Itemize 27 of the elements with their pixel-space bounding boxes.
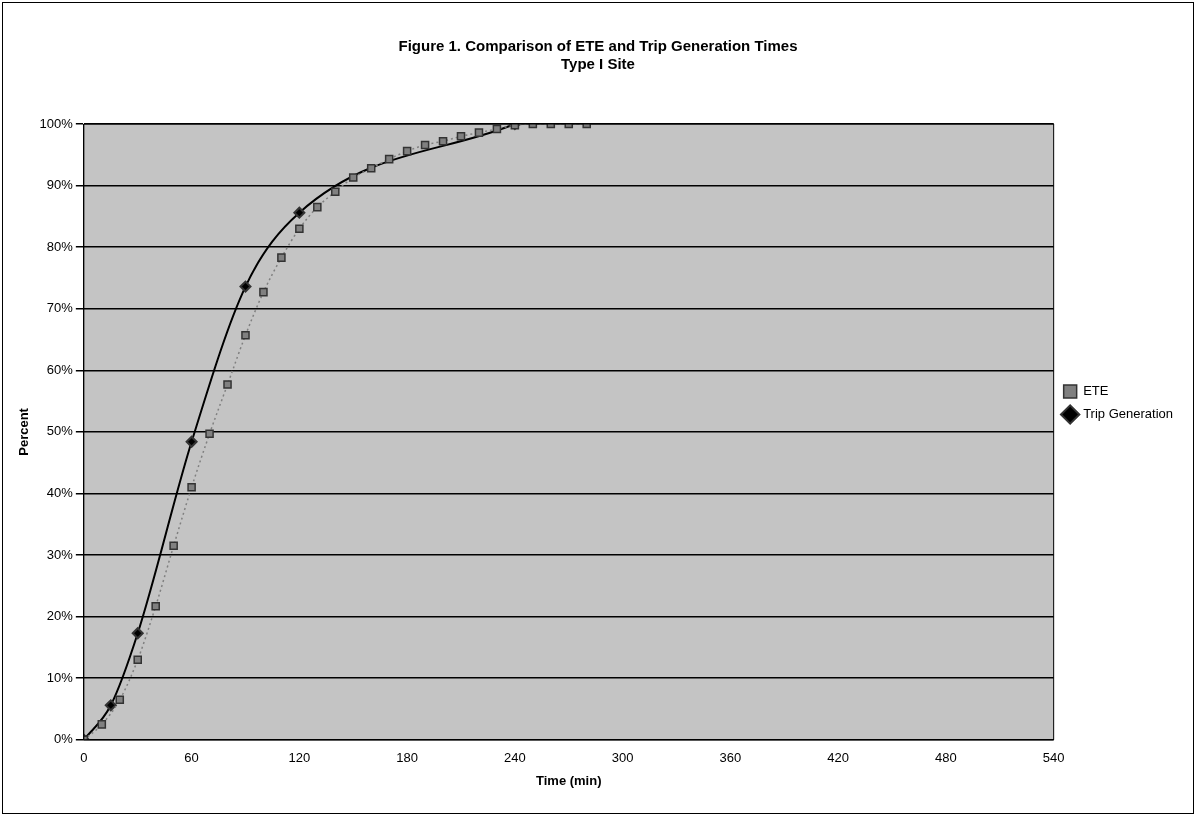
y-axis-title: Percent: [16, 407, 32, 456]
y-tick-label: 100%: [39, 115, 74, 131]
y-tick-label: 70%: [46, 300, 74, 316]
chart-subtitle: Type I Site: [561, 55, 635, 73]
x-tick-label: 60: [184, 750, 199, 766]
x-tick-label: 240: [504, 750, 526, 766]
y-tick-label: 90%: [46, 177, 74, 193]
legend-label: Trip Generation: [1083, 406, 1174, 422]
x-tick-label: 540: [1042, 750, 1065, 766]
x-axis-title: Time (min): [536, 772, 602, 788]
y-tick-label: 30%: [46, 546, 74, 562]
y-tick-label: 0%: [54, 731, 74, 747]
x-tick-label: 420: [827, 750, 849, 766]
y-tick-label: 80%: [46, 238, 74, 254]
y-tick-label: 60%: [46, 361, 74, 377]
chart-title: Figure 1. Comparison of ETE and Trip Generation Times: [398, 37, 798, 55]
x-tick-label: 180: [396, 750, 418, 766]
x-tick-label: 480: [935, 750, 957, 766]
y-tick-label: 50%: [46, 423, 74, 439]
x-tick-label: 300: [611, 750, 634, 766]
x-tick-label: 120: [288, 750, 311, 766]
x-tick-label: 360: [719, 750, 742, 766]
x-tick-label: 0: [80, 750, 88, 766]
y-tick-label: 10%: [46, 669, 74, 685]
legend-label: ETE: [1083, 383, 1109, 399]
y-tick-label: 20%: [46, 608, 74, 624]
y-tick-label: 40%: [46, 485, 74, 501]
